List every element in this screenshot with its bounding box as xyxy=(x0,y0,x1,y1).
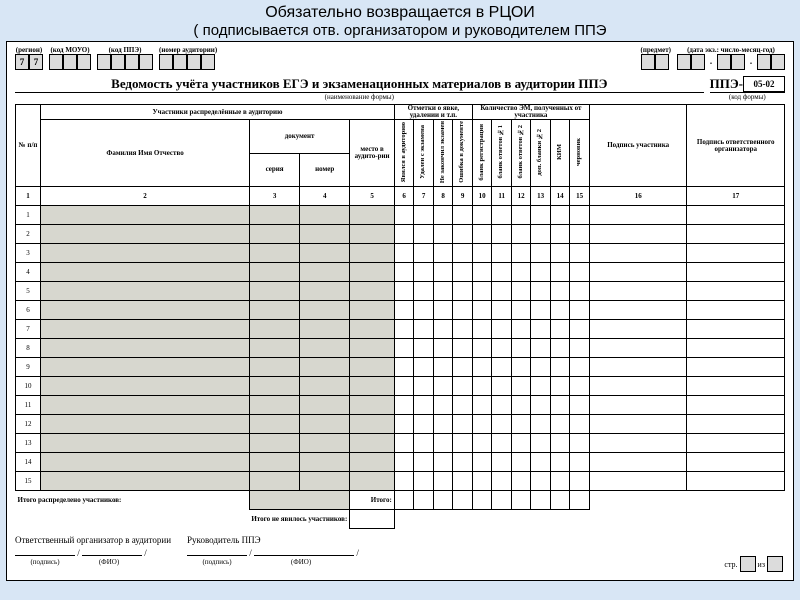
c15: черновик xyxy=(576,137,583,167)
total-right: Итого: xyxy=(350,491,395,510)
col-orgsign: Подпись ответственного организатора xyxy=(687,105,785,187)
c11: бланк ответов №1 xyxy=(498,124,505,179)
footer: Ответственный организатор в аудитории / … xyxy=(15,535,785,566)
c13: доп. бланки №2 xyxy=(537,128,544,177)
table-row: 3 xyxy=(16,244,785,263)
form-title: Ведомость учёта участников ЕГЭ и экзамен… xyxy=(15,76,704,92)
table-row: 8 xyxy=(16,339,785,358)
table-row: 14 xyxy=(16,453,785,472)
total-row2: Итого не явилось участников: xyxy=(16,510,350,529)
table-row: 2 xyxy=(16,225,785,244)
region-box-1: 7 xyxy=(15,54,29,70)
table-row: 6 xyxy=(16,301,785,320)
col-sign: Подпись участника xyxy=(589,105,687,187)
table-row: 7 xyxy=(16,320,785,339)
head-em: Количество ЭМ, полученных от участника xyxy=(472,105,589,120)
table-row: 9 xyxy=(16,358,785,377)
c10: бланк регистрации xyxy=(479,123,486,182)
table-row: 1 xyxy=(16,206,785,225)
org-label: Ответственный организатор в аудитории xyxy=(15,535,171,545)
table-row: 5 xyxy=(16,282,785,301)
subject-label: (предмет) xyxy=(641,46,671,54)
col-nn: № п/п xyxy=(16,105,41,187)
form-code-note: (код формы) xyxy=(710,92,785,101)
table-row: 13 xyxy=(16,434,785,453)
c12: бланк ответов №2 xyxy=(518,124,525,179)
region-label: (регион) xyxy=(15,46,43,54)
table-row: 12 xyxy=(16,415,785,434)
table-row: 4 xyxy=(16,263,785,282)
banner-top: Обязательно возвращается в РЦОИ xyxy=(0,0,800,22)
head-marks: Отметки о явке, удалении и т.п. xyxy=(394,105,472,120)
col-seat: место в аудито-рии xyxy=(350,120,395,187)
c14: КИМ xyxy=(557,143,564,161)
table-row: 11 xyxy=(16,396,785,415)
col-number: номер xyxy=(300,153,350,187)
mouo-label: (код МОУО) xyxy=(49,46,91,54)
aud-label: (номер аудитории) xyxy=(159,46,217,54)
form-code: ППЭ- 05-02 xyxy=(710,76,785,92)
page-indicator: стр. из xyxy=(724,556,783,572)
main-table: № п/п Участники распределённые в аудитор… xyxy=(15,104,785,529)
ppe-label: (код ППЭ) xyxy=(97,46,153,54)
table-row: 10 xyxy=(16,377,785,396)
c9: Ошибка в документе xyxy=(459,120,466,184)
top-fields: (регион) 7 7 (код МОУО) (код ППЭ) (номер… xyxy=(15,46,785,70)
head-participants: Участники распределённые в аудиторию xyxy=(41,105,395,120)
form-sheet: (регион) 7 7 (код МОУО) (код ППЭ) (номер… xyxy=(6,41,794,581)
total-left: Итого распределено участников: xyxy=(16,491,250,510)
banner-sub: ( подписывается отв. организатором и рук… xyxy=(0,22,800,39)
col-doc: документ xyxy=(250,120,350,154)
table-row: 15 xyxy=(16,472,785,491)
col-numbers: 1 2 3 4 5 6 7 8 9 10 11 12 13 14 15 16 1… xyxy=(16,187,785,206)
region-box-2: 7 xyxy=(29,54,43,70)
c7: Удален с экзамена xyxy=(420,124,427,180)
col-fio: Фамилия Имя Отчество xyxy=(41,120,250,187)
head-label: Руководитель ППЭ xyxy=(187,535,260,545)
col-series: серия xyxy=(250,153,300,187)
c8: Не закончил экзамен xyxy=(440,120,447,184)
date-label: (дата экз.: число-месяц-год) xyxy=(677,46,785,54)
title-note: (наименование формы) xyxy=(15,92,704,101)
c6: Явился в аудиторию xyxy=(401,121,408,183)
